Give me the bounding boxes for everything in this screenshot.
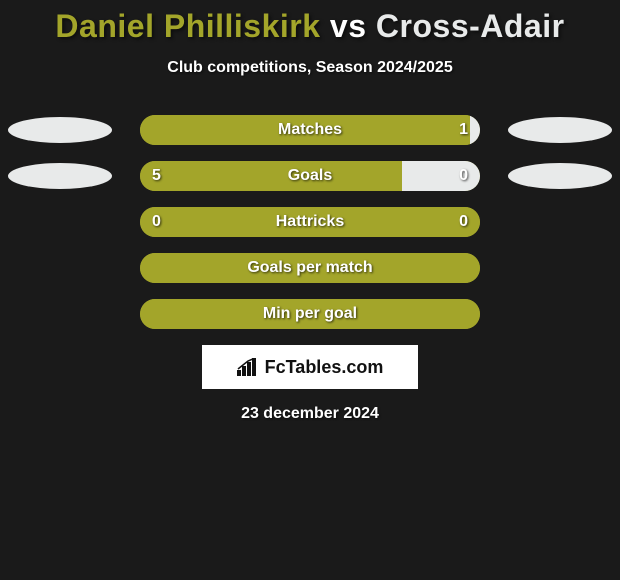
value-left: 0 — [152, 207, 161, 237]
player1-marker — [8, 117, 112, 143]
footer-date: 23 december 2024 — [0, 405, 620, 423]
bar-segment-right — [470, 115, 480, 145]
player1-marker — [8, 163, 112, 189]
vs-label: vs — [330, 8, 367, 44]
player2-marker — [508, 163, 612, 189]
subtitle: Club competitions, Season 2024/2025 — [0, 59, 620, 77]
stat-row: 00Hattricks — [0, 207, 620, 237]
brand-badge: FcTables.com — [202, 345, 418, 389]
player2-marker — [508, 117, 612, 143]
player2-name: Cross-Adair — [376, 8, 565, 44]
value-right: 1 — [459, 115, 468, 145]
chart-icon — [237, 358, 259, 376]
stat-row: 1Matches — [0, 115, 620, 145]
stat-row: 50Goals — [0, 161, 620, 191]
stat-row: Goals per match — [0, 253, 620, 283]
value-right: 0 — [459, 207, 468, 237]
stat-bar: Min per goal — [140, 299, 480, 329]
stat-bar: Goals per match — [140, 253, 480, 283]
bar-segment-left — [140, 253, 480, 283]
brand-text: FcTables.com — [265, 357, 384, 378]
value-right: 0 — [459, 161, 468, 191]
stat-row: Min per goal — [0, 299, 620, 329]
stat-bar: 50Goals — [140, 161, 480, 191]
bar-segment-right — [402, 161, 480, 191]
bar-segment-left — [140, 207, 480, 237]
stat-bar: 00Hattricks — [140, 207, 480, 237]
stat-bar: 1Matches — [140, 115, 480, 145]
bar-segment-left — [140, 299, 480, 329]
player1-name: Daniel Philliskirk — [55, 8, 320, 44]
comparison-infographic: Daniel Philliskirk vs Cross-Adair Club c… — [0, 0, 620, 580]
value-left: 5 — [152, 161, 161, 191]
bar-segment-left — [140, 161, 402, 191]
headline: Daniel Philliskirk vs Cross-Adair — [0, 0, 620, 45]
comparison-bars: 1Matches50Goals00HattricksGoals per matc… — [0, 115, 620, 329]
bar-segment-left — [140, 115, 470, 145]
